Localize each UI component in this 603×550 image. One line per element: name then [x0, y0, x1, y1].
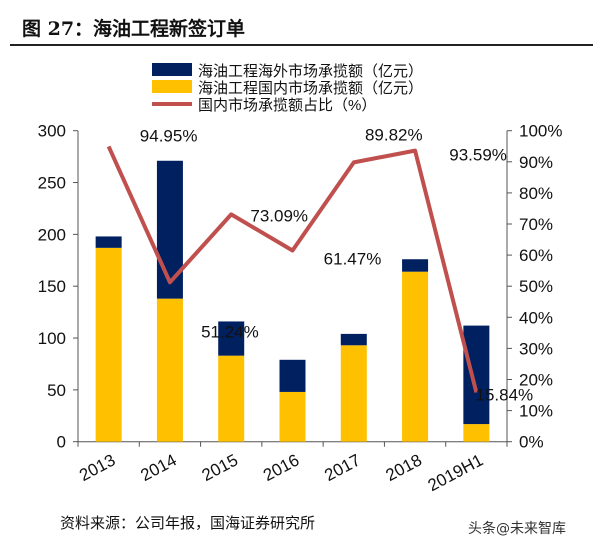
- left-tick-label: 0: [57, 433, 66, 452]
- source-note: 资料来源：公司年报，国海证券研究所: [60, 514, 316, 532]
- bar-overseas: [463, 325, 490, 425]
- bar-overseas: [279, 359, 306, 392]
- left-tick-label: 100: [38, 329, 66, 348]
- watermark: 头条@未来智库: [468, 521, 566, 537]
- right-tick-label: 100%: [519, 122, 562, 141]
- share-line: [106, 145, 479, 393]
- bar-overseas: [218, 321, 245, 356]
- x-tick-label: 2015: [199, 450, 241, 485]
- x-tick-label: 2018: [383, 450, 425, 485]
- x-tick-label: 2019H1: [425, 450, 487, 495]
- data-label: 94.95%: [140, 126, 198, 145]
- bar-domestic: [279, 391, 306, 442]
- right-tick-label: 50%: [519, 277, 553, 296]
- legend-label: 海油工程国内市场承揽额（亿元）: [198, 80, 423, 97]
- legend-label: 海油工程海外市场承揽额（亿元）: [198, 63, 423, 80]
- right-tick-label: 10%: [519, 402, 553, 421]
- x-tick-label: 2016: [260, 450, 302, 485]
- bar-overseas: [340, 333, 367, 346]
- left-tick-label: 50: [47, 381, 66, 400]
- x-tick-label: 2013: [76, 450, 118, 485]
- right-tick-label: 60%: [519, 246, 553, 265]
- right-tick-label: 0%: [519, 433, 544, 452]
- bar-domestic: [95, 247, 122, 442]
- bar-domestic: [463, 424, 490, 442]
- right-tick-label: 80%: [519, 184, 553, 203]
- figure-title: 图 27：海油工程新签订单: [22, 18, 246, 40]
- bar-domestic: [156, 298, 183, 442]
- bar-overseas: [402, 259, 429, 272]
- left-tick-label: 200: [38, 225, 66, 244]
- data-label: 61.47%: [324, 250, 382, 269]
- data-label: 89.82%: [365, 125, 423, 144]
- x-tick-label: 2017: [321, 450, 363, 485]
- data-label: 93.59%: [449, 146, 507, 165]
- bar-domestic: [218, 355, 245, 442]
- left-tick-label: 300: [38, 122, 66, 141]
- x-tick-label: 2014: [137, 450, 179, 485]
- right-tick-label: 20%: [519, 371, 553, 390]
- title-divider: [10, 44, 593, 46]
- bar-domestic: [340, 345, 367, 442]
- bar-domestic: [402, 271, 429, 442]
- right-tick-label: 90%: [519, 153, 553, 172]
- data-label: 73.09%: [250, 206, 308, 225]
- legend-swatch: [152, 80, 192, 93]
- chart: 0 50 100 150 200 250 300 0% 10% 20% 30% 40% 50% 60% 70…: [38, 63, 562, 495]
- data-label: 51.24%: [201, 322, 259, 341]
- left-tick-label: 250: [38, 174, 66, 193]
- legend-label: 国内市场承揽额占比（%）: [198, 97, 376, 114]
- legend-swatch: [152, 63, 192, 76]
- right-tick-label: 40%: [519, 308, 553, 327]
- right-tick-label: 30%: [519, 339, 553, 358]
- bar-overseas: [95, 236, 122, 248]
- right-tick-label: 70%: [519, 215, 553, 234]
- left-tick-label: 150: [38, 277, 66, 296]
- data-label: 15.84%: [476, 385, 534, 404]
